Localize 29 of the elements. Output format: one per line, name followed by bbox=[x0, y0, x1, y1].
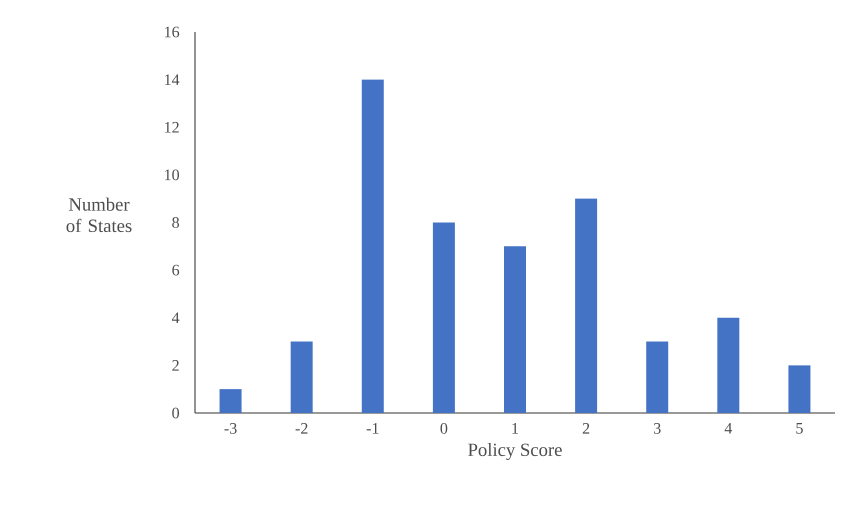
y-axis-title: Number of States bbox=[66, 198, 132, 232]
x-tick-label: -1 bbox=[366, 423, 378, 434]
y-tick-label: 0 bbox=[172, 408, 180, 418]
y-tick-label: 4 bbox=[172, 312, 180, 324]
y-tick-label: 14 bbox=[165, 74, 180, 85]
x-tick-label: 0 bbox=[440, 423, 448, 434]
x-tick-label: -2 bbox=[296, 423, 308, 434]
y-tick-label: 10 bbox=[165, 169, 180, 180]
bar bbox=[717, 318, 740, 413]
bar bbox=[290, 342, 313, 413]
bar bbox=[432, 222, 455, 413]
y-tick-label: 6 bbox=[172, 264, 180, 276]
bar bbox=[788, 365, 810, 413]
bar bbox=[220, 389, 242, 413]
x-tick-label: 4 bbox=[724, 423, 732, 434]
bar bbox=[575, 198, 598, 413]
x-tick-label: -3 bbox=[224, 423, 237, 434]
x-tick-label: 3 bbox=[654, 423, 661, 434]
x-tick-label: 1 bbox=[512, 423, 518, 434]
x-tick-label: 2 bbox=[582, 423, 590, 434]
y-tick-label: 16 bbox=[165, 26, 180, 38]
y-tick-label: 2 bbox=[172, 360, 179, 371]
x-axis-title: Policy Score bbox=[468, 442, 562, 460]
bar bbox=[362, 80, 384, 413]
y-tick-label: 12 bbox=[165, 122, 179, 133]
bar bbox=[504, 246, 526, 413]
bar bbox=[646, 342, 668, 413]
y-tick-label: 8 bbox=[172, 217, 180, 228]
x-tick-label: 5 bbox=[796, 423, 803, 434]
